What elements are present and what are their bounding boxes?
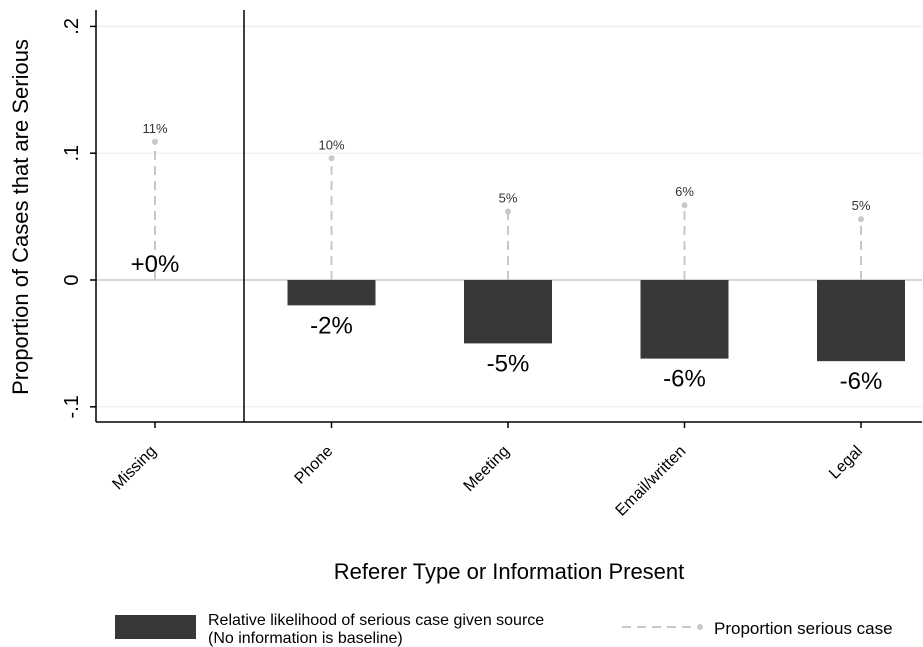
stem-marker	[328, 155, 335, 162]
data-labels: 11% 10% 5% 6% 5% +0% -2% -5% -6% -6%	[131, 121, 883, 395]
bar-value-label: -6%	[840, 368, 883, 395]
y-tick-label: -.1	[61, 395, 83, 418]
legend-stem-marker	[697, 624, 703, 630]
x-axis-title: Referer Type or Information Present	[334, 559, 685, 584]
legend-bar-label: Relative likelihood of serious case give…	[208, 612, 544, 629]
x-tick-label: Legal	[826, 443, 866, 483]
axes: -.1 0 .1 .2 Missing Phone Meeting Email/written…	[61, 10, 922, 520]
bar-value-label: +0%	[131, 251, 180, 278]
proportion-stems	[152, 138, 864, 280]
bar	[640, 280, 729, 359]
y-tick-label: 0	[61, 274, 83, 285]
y-tick-label: .1	[61, 145, 83, 162]
bars	[287, 280, 905, 362]
bar	[287, 280, 376, 306]
legend-bar-label-line2: (No information is baseline)	[208, 630, 403, 647]
y-tick-label: .2	[61, 18, 83, 35]
x-tick-label: Phone	[292, 443, 337, 488]
bar	[464, 280, 552, 344]
stem-marker	[505, 208, 511, 215]
x-tick-label: Email/written	[613, 443, 690, 520]
bar-value-label: -6%	[663, 366, 706, 393]
legend: Relative likelihood of serious case give…	[115, 612, 893, 647]
proportion-label: 6%	[675, 184, 694, 199]
stem-marker	[681, 202, 688, 209]
proportion-label: 10%	[318, 137, 344, 152]
y-axis-title: Proportion of Cases that are Serious	[8, 39, 33, 395]
legend-stem-label: Proportion serious case	[714, 619, 893, 638]
stem-marker	[858, 216, 864, 223]
x-tick-label: Missing	[109, 443, 159, 493]
proportion-label: 5%	[499, 191, 518, 206]
bar	[817, 280, 905, 362]
legend-bar-swatch	[115, 615, 196, 639]
bar-value-label: -5%	[487, 350, 530, 377]
proportion-label: 5%	[852, 198, 871, 213]
x-tick-label: Meeting	[461, 443, 513, 495]
bar-value-label: -2%	[310, 312, 353, 339]
stem-marker	[152, 138, 158, 145]
proportion-label: 11%	[142, 121, 167, 136]
